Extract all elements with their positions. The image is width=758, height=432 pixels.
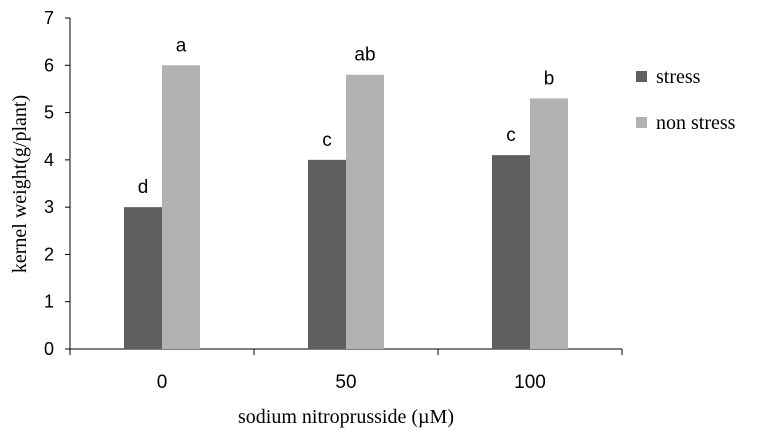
bar-non-stress: [346, 74, 384, 349]
significance-label: b: [544, 68, 555, 89]
x-axis-title: sodium nitroprusside (µM): [238, 406, 454, 428]
legend-label: stress: [656, 66, 701, 88]
x-tick-label: 0: [157, 372, 168, 393]
y-tick-label: 3: [44, 197, 54, 217]
y-tick-label: 4: [44, 150, 54, 170]
significance-label: a: [176, 35, 187, 56]
bar-stress: [308, 159, 346, 349]
significance-label: ab: [354, 45, 375, 66]
legend-swatch-non-stress: [636, 117, 647, 128]
y-tick-label: 1: [44, 292, 54, 312]
bars: [124, 65, 568, 350]
y-tick-label: 6: [44, 55, 54, 75]
bar-non-stress: [530, 98, 568, 349]
x-ticks: 0 50 100: [69, 349, 623, 393]
y-tick-label: 2: [44, 244, 54, 264]
y-axis-title: kernel weight(g/plant): [9, 95, 31, 273]
y-tick-label: 7: [44, 8, 54, 28]
x-tick-label: 50: [335, 372, 356, 393]
legend-swatch-stress: [636, 71, 647, 82]
x-axis: 0 50 100: [69, 348, 623, 393]
legend: stress non stress: [636, 66, 736, 134]
y-tick-label: 5: [44, 103, 54, 123]
data-labels: d c c a ab b: [138, 35, 555, 198]
bar-stress: [124, 207, 162, 349]
bar-stress: [492, 155, 530, 349]
bar-non-stress: [162, 65, 200, 350]
y-tick-label: 0: [44, 339, 54, 359]
significance-label: d: [138, 177, 149, 198]
significance-label: c: [322, 130, 332, 151]
y-axis: 0 1 2 3 4 5 6 7: [44, 8, 71, 359]
y-ticks: 0 1 2 3 4 5 6 7: [44, 8, 70, 359]
x-tick-label: 100: [514, 372, 546, 393]
legend-label: non stress: [656, 112, 736, 134]
significance-label: c: [506, 125, 516, 146]
